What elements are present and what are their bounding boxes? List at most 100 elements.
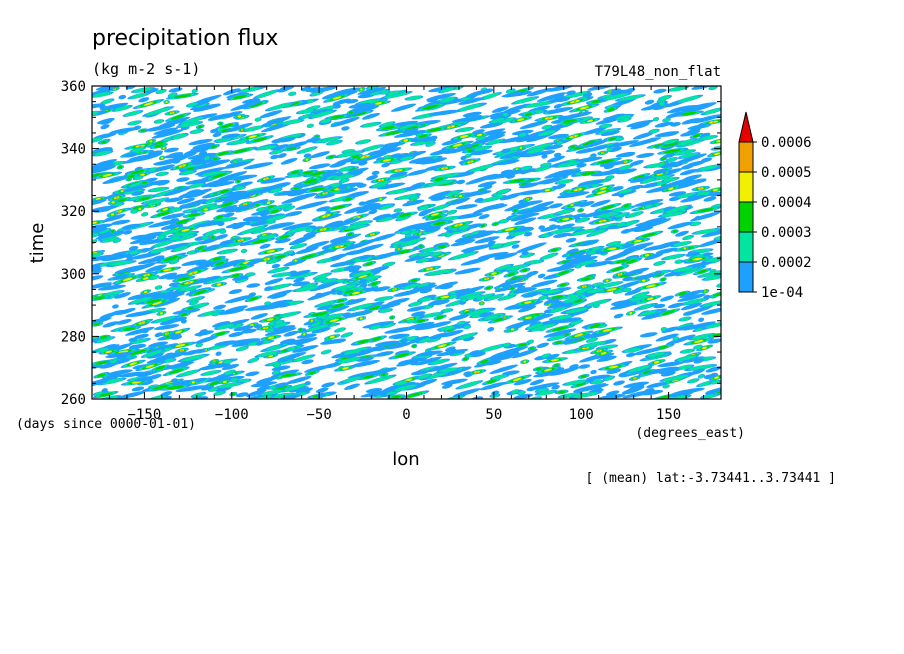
precip-cell (272, 363, 282, 368)
precip-cell (688, 333, 716, 341)
precip-cell (172, 308, 201, 315)
precip-cell (245, 371, 260, 377)
precip-cell (478, 301, 485, 306)
precip-cell (574, 170, 602, 177)
precip-cell (437, 325, 458, 331)
precip-cell (667, 86, 689, 92)
precip-cell (585, 331, 611, 339)
precip-cell (590, 199, 611, 208)
precip-cell (295, 246, 319, 255)
precip-cell (132, 195, 157, 203)
precip-cell (141, 212, 149, 217)
precip-cell (92, 275, 104, 282)
precip-cell (700, 157, 713, 163)
precip-cell (158, 384, 192, 391)
precip-cell (689, 132, 704, 139)
precip-cell (660, 371, 676, 377)
precip-cell (214, 381, 245, 389)
precip-cell (256, 385, 270, 392)
precip-cell (153, 298, 180, 308)
precip-cell (295, 200, 328, 210)
precip-cell (282, 146, 301, 152)
precip-cell (405, 321, 435, 330)
precip-cell (156, 226, 188, 237)
precip-cell (590, 347, 609, 355)
precip-cell (597, 150, 609, 156)
precip-cell (449, 198, 469, 206)
precip-cell (310, 151, 330, 159)
precip-cell (161, 213, 186, 220)
precip-cell (268, 187, 283, 194)
precip-cell (228, 289, 243, 295)
precip-cell (381, 162, 391, 168)
precip-cell (567, 228, 600, 237)
precip-cell (325, 154, 337, 160)
precip-cell (625, 310, 636, 316)
precip-cell (620, 367, 653, 378)
precip-cell (541, 124, 553, 130)
precip-cell (474, 236, 500, 244)
precip-cell (568, 103, 600, 113)
precip-cell (316, 206, 331, 212)
precip-cell (606, 147, 613, 152)
precip-cell (92, 103, 106, 109)
precip-cell (288, 386, 309, 393)
precip-cell (419, 208, 435, 215)
precip-cell (303, 169, 332, 178)
precip-cell (578, 364, 591, 369)
precip-cell (141, 380, 154, 386)
precip-cell (477, 181, 497, 188)
precip-cell (441, 383, 453, 389)
precip-cell (243, 100, 269, 110)
precip-cell (604, 252, 630, 261)
precip-cell (92, 159, 118, 168)
precip-cell (127, 92, 151, 100)
precip-cell (203, 275, 231, 285)
precip-cell (643, 162, 670, 169)
precip-cell (408, 301, 423, 307)
precip-cell (160, 145, 167, 151)
precip-cell (614, 94, 646, 102)
precip-cell (491, 390, 500, 396)
precip-cell (368, 324, 384, 330)
precip-cell (329, 161, 347, 168)
precip-cell (343, 352, 359, 358)
precip-cell (523, 259, 545, 265)
precip-cell (115, 319, 132, 325)
precip-cell (526, 270, 539, 277)
precip-cell (247, 357, 260, 364)
precip-cell (242, 216, 260, 222)
precip-field (92, 86, 721, 399)
precip-cell (311, 210, 341, 221)
precip-cell (393, 211, 419, 219)
precip-cell (701, 255, 721, 263)
precip-cell (411, 311, 426, 317)
precip-cell (673, 192, 699, 199)
colorbar-label: 0.0004 (761, 195, 812, 211)
precip-cell (417, 244, 424, 249)
precip-cell (266, 289, 293, 299)
precip-cell (422, 370, 453, 380)
precip-cell (498, 218, 510, 224)
precip-cell (473, 358, 501, 368)
precip-cell (479, 122, 504, 129)
precip-cell (296, 333, 317, 339)
precip-cell (676, 364, 695, 370)
precip-cell (175, 369, 201, 378)
precip-cell (366, 175, 379, 181)
precip-cell (607, 140, 639, 148)
precip-cell (156, 206, 175, 213)
precip-cell (289, 243, 308, 250)
precip-cell (151, 129, 184, 139)
precip-cell (417, 378, 438, 386)
precip-cell (92, 199, 107, 206)
precip-cell (140, 289, 152, 295)
precip-cell (539, 252, 559, 260)
precip-cell (164, 147, 179, 153)
precip-cell (589, 157, 622, 166)
precip-cell (122, 347, 154, 358)
precip-cell (264, 327, 297, 336)
precip-cell (660, 295, 674, 302)
precip-cell (348, 153, 363, 160)
